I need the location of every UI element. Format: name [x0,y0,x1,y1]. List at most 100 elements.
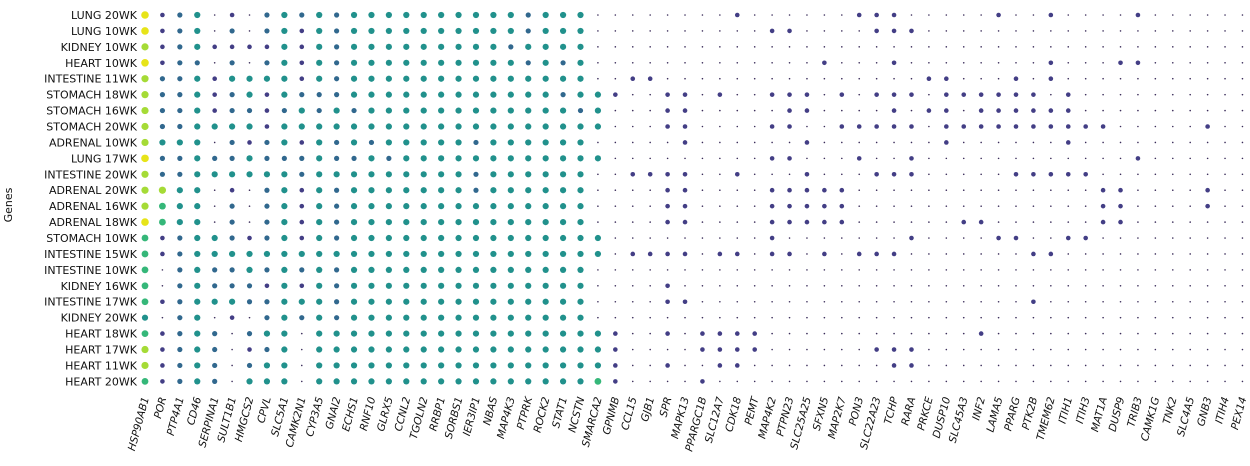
dot [909,347,914,352]
dot [141,282,149,290]
dot [806,30,808,32]
dot [788,237,791,239]
dot [649,109,651,112]
dot [1015,285,1017,287]
dot [1050,205,1052,207]
row-label: HEART 20WK [65,375,138,388]
dot [874,12,879,18]
dot [229,12,235,18]
dot [455,362,462,369]
dot [385,234,392,242]
dot [1205,203,1210,209]
dot [455,187,462,194]
dot [316,92,322,98]
dot [771,332,773,335]
dot [403,314,410,321]
dot [159,92,166,98]
dot [403,330,410,337]
dot [753,173,756,176]
dot [631,189,634,192]
dot [771,141,773,144]
dot [1189,30,1191,32]
dot [734,251,740,257]
dot [420,218,427,226]
dot [141,234,149,242]
column-label: POR [152,396,169,420]
dot [1032,221,1035,223]
dot [997,46,1000,48]
dot [368,155,375,162]
dot [542,59,549,66]
dot [1067,253,1070,255]
dot [368,107,375,114]
dot [350,346,358,353]
dot [507,346,514,353]
dot [806,61,808,64]
dot [177,362,183,369]
dot [368,59,375,66]
dot [736,285,739,287]
dot [701,269,704,271]
dot [858,30,861,32]
dot [631,285,634,287]
dot [176,187,183,194]
dot [701,109,704,112]
dot [1065,140,1071,145]
dot [473,139,479,146]
dot [980,77,982,80]
dot [559,187,567,194]
dot [577,91,584,98]
dot [298,123,305,130]
dot [177,92,183,98]
dot [649,205,651,207]
dot [1119,316,1122,319]
dot [542,298,549,305]
dot [560,60,566,66]
dot [542,43,549,50]
dot [455,123,462,130]
dot [736,46,739,48]
dot [875,300,878,303]
dot [841,332,843,335]
dot [858,77,861,80]
dot [1084,61,1087,64]
dot [559,330,567,337]
dot [997,173,1000,176]
dot [299,203,305,209]
dot [247,44,252,50]
dot [893,332,895,335]
dot [334,219,340,225]
dot [194,298,201,305]
dot [682,203,688,209]
dot [594,362,602,369]
dot [1083,124,1088,129]
dot [1065,172,1071,177]
dot [806,300,808,303]
column-label: SPR [658,396,675,419]
dot [1048,60,1054,66]
dot [1241,93,1244,96]
dot [472,218,480,226]
dot [281,59,288,66]
dot [1067,157,1070,160]
dot [1206,364,1209,367]
dot [507,27,514,35]
dot [666,237,669,239]
dots [141,11,1244,385]
dot [542,250,549,258]
dot [945,380,948,383]
dot [893,46,895,48]
dot [368,282,375,289]
dot [490,59,497,66]
dot [160,235,165,241]
dot [945,253,948,255]
dot [455,218,462,226]
dot [368,123,375,130]
dot [420,266,427,273]
dot [559,314,567,321]
dot [141,138,149,147]
dot [910,46,913,48]
dot [334,235,340,241]
dot [1137,332,1139,335]
dot [229,92,235,98]
